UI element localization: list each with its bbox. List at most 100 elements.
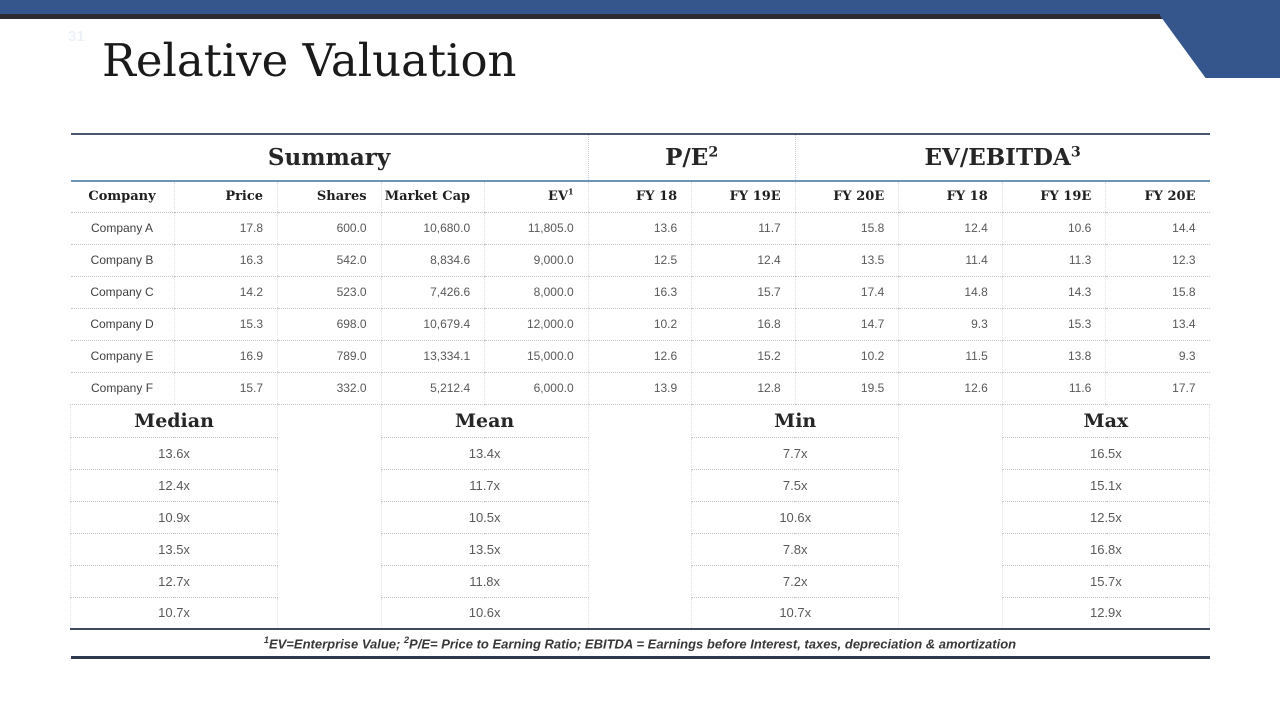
column-header-label: FY 18 bbox=[636, 189, 678, 205]
value-cell: 13.5 bbox=[794, 244, 899, 277]
value-cell: 13.8 bbox=[1001, 340, 1106, 373]
stat-value-cell: 15.1x bbox=[1001, 469, 1211, 502]
top-divider-line bbox=[0, 14, 1163, 19]
column-header-label: FY 20E bbox=[833, 189, 885, 205]
stat-header-median: Median bbox=[69, 404, 279, 438]
spacer-cell bbox=[588, 437, 692, 469]
column-header-ev-fy18: FY 18 bbox=[898, 181, 1003, 213]
stat-value-cell: 11.7x bbox=[380, 469, 589, 502]
value-cell: 14.8 bbox=[898, 276, 1003, 309]
value-cell: 14.3 bbox=[1001, 276, 1106, 309]
stat-value-cell: 13.5x bbox=[380, 533, 589, 566]
stat-value-cell: 11.8x bbox=[380, 565, 589, 598]
spacer-cell bbox=[898, 404, 1003, 437]
column-header-label: EV bbox=[548, 189, 569, 205]
spacer-cell bbox=[898, 565, 1003, 597]
value-cell: 11.7 bbox=[691, 212, 796, 245]
stat-value-cell: 12.5x bbox=[1001, 501, 1211, 534]
value-cell: 12.6 bbox=[898, 372, 1003, 405]
value-cell: 17.7 bbox=[1105, 372, 1210, 405]
company-row: Company F 15.7 332.0 5,212.4 6,000.0 13.9 12.8… bbox=[70, 372, 1210, 405]
value-cell: 9.3 bbox=[1105, 340, 1210, 373]
stat-value-cell: 16.8x bbox=[1001, 533, 1211, 566]
company-rows: Company A 17.8 600.0 10,680.0 11,805.0 13.6 11… bbox=[70, 212, 1210, 405]
spacer-cell bbox=[277, 469, 382, 501]
value-cell: 10.6 bbox=[1001, 212, 1106, 245]
stat-header-mean: Mean bbox=[380, 404, 589, 438]
table-head: Summary P/E2 EV/EBITDA3 Company Price Sh… bbox=[70, 134, 1210, 213]
section-superscript: 3 bbox=[1070, 144, 1081, 161]
company-name-cell: Company F bbox=[70, 372, 175, 405]
spacer-cell bbox=[588, 404, 692, 437]
value-cell: 11.4 bbox=[898, 244, 1003, 277]
value-cell: 15.7 bbox=[691, 276, 796, 309]
value-cell: 15.7 bbox=[173, 372, 278, 405]
section-header-pe: P/E2 bbox=[587, 134, 796, 182]
column-header-label: Shares bbox=[316, 189, 367, 205]
spacer-cell bbox=[588, 597, 692, 629]
column-header-shares: Shares bbox=[277, 181, 382, 213]
stat-value-cell: 10.6x bbox=[380, 597, 589, 630]
value-cell: 15.3 bbox=[173, 308, 278, 341]
page-number-flag bbox=[1160, 0, 1280, 78]
stat-value-cell: 7.8x bbox=[691, 533, 900, 566]
company-name-cell: Company D bbox=[70, 308, 175, 341]
company-row: Company E 16.9 789.0 13,334.1 15,000.0 12.6 15… bbox=[70, 340, 1210, 373]
value-cell: 12.5 bbox=[587, 244, 692, 277]
value-cell: 8,834.6 bbox=[380, 244, 485, 277]
column-header-label: FY 18 bbox=[946, 189, 988, 205]
value-cell: 16.8 bbox=[691, 308, 796, 341]
spacer-cell bbox=[277, 533, 382, 565]
column-header-label: FY 20E bbox=[1144, 189, 1196, 205]
value-cell: 12.6 bbox=[587, 340, 692, 373]
stat-value-cell: 15.7x bbox=[1001, 565, 1211, 598]
value-cell: 13.9 bbox=[587, 372, 692, 405]
value-cell: 789.0 bbox=[277, 340, 382, 373]
section-superscript: 2 bbox=[708, 144, 719, 161]
value-cell: 17.8 bbox=[173, 212, 278, 245]
stats-value-row: 10.9x 10.5x 10.6x 12.5x bbox=[69, 501, 1211, 534]
value-cell: 10,680.0 bbox=[380, 212, 485, 245]
section-label: Summary bbox=[267, 144, 391, 171]
column-header-market-cap: Market Cap bbox=[380, 181, 485, 213]
spacer-cell bbox=[277, 437, 382, 469]
stat-value-cell: 10.7x bbox=[691, 597, 900, 630]
value-cell: 15.2 bbox=[691, 340, 796, 373]
value-cell: 542.0 bbox=[277, 244, 382, 277]
footnote-row: 1EV=Enterprise Value; 2P/E= Price to Ear… bbox=[70, 628, 1210, 657]
value-cell: 523.0 bbox=[277, 276, 382, 309]
company-name-cell: Company A bbox=[70, 212, 175, 245]
column-header-company: Company bbox=[70, 181, 175, 213]
stat-value-cell: 13.6x bbox=[69, 437, 279, 470]
value-cell: 11.5 bbox=[898, 340, 1003, 373]
column-header-price: Price bbox=[173, 181, 278, 213]
stats-header-row: Median Mean Min Max bbox=[69, 404, 1211, 438]
section-label: EV/EBITDA bbox=[924, 144, 1071, 171]
stat-value-cell: 7.5x bbox=[691, 469, 900, 502]
stat-header-min: Min bbox=[691, 404, 900, 438]
stat-value-cell: 10.7x bbox=[69, 597, 279, 630]
value-cell: 15,000.0 bbox=[484, 340, 589, 373]
spacer-cell bbox=[588, 501, 692, 533]
slide-title: Relative Valuation bbox=[102, 34, 517, 87]
stats-value-row: 12.7x 11.8x 7.2x 15.7x bbox=[69, 565, 1211, 598]
stats-section: Median Mean Min Max 13.6x 13.4x 7.7x 16.5x 1… bbox=[69, 404, 1211, 630]
column-header-ev: EV1 bbox=[484, 181, 589, 213]
company-name-cell: Company C bbox=[70, 276, 175, 309]
spacer-cell bbox=[277, 597, 382, 629]
column-header-label: Market Cap bbox=[384, 189, 471, 205]
value-cell: 5,212.4 bbox=[380, 372, 485, 405]
value-cell: 8,000.0 bbox=[484, 276, 589, 309]
column-header-superscript: 1 bbox=[568, 186, 574, 197]
value-cell: 9,000.0 bbox=[484, 244, 589, 277]
stat-value-cell: 13.4x bbox=[380, 437, 589, 470]
value-cell: 15.8 bbox=[794, 212, 899, 245]
top-accent-bar bbox=[0, 0, 1280, 14]
stats-value-row: 12.4x 11.7x 7.5x 15.1x bbox=[69, 469, 1211, 502]
column-header-pe-fy19e: FY 19E bbox=[691, 181, 796, 213]
footnote-superscript-1: 1 bbox=[263, 634, 269, 645]
value-cell: 6,000.0 bbox=[484, 372, 589, 405]
value-cell: 19.5 bbox=[794, 372, 899, 405]
value-cell: 16.3 bbox=[587, 276, 692, 309]
company-row: Company B 16.3 542.0 8,834.6 9,000.0 12.5 12.4… bbox=[70, 244, 1210, 277]
